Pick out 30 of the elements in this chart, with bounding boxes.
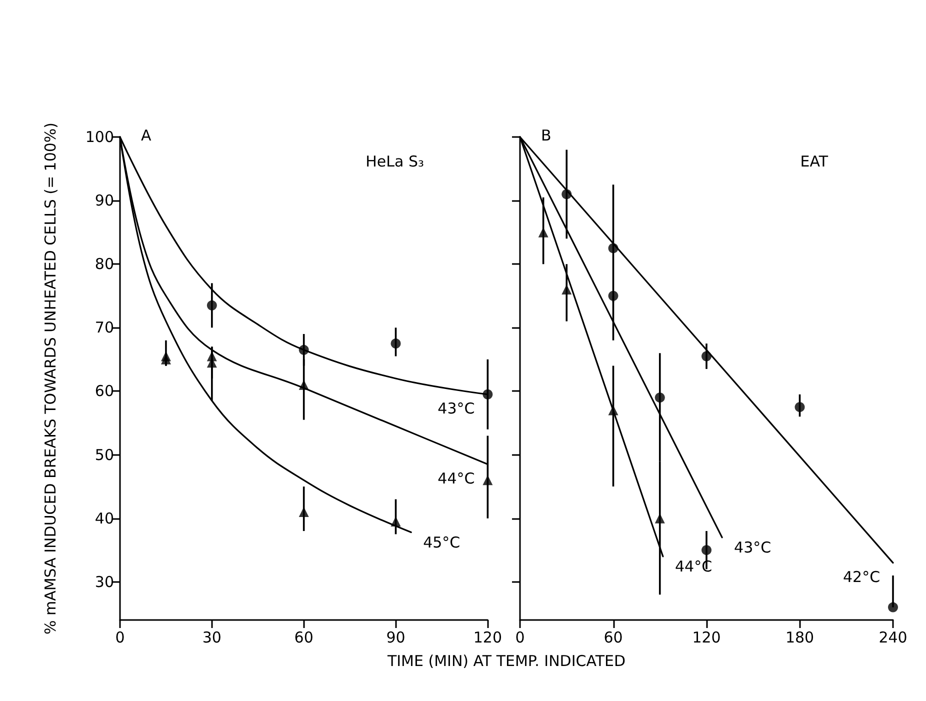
series-label: 44°C [674,557,712,576]
series-label: 45°C [423,533,460,552]
y-tick-label: 100 [85,128,114,146]
y-axis-title: % mAMSA INDUCED BREAKS TOWARDS UNHEATED CELLS (= 100%) [42,122,60,635]
x-tick-label: 180 [785,628,814,646]
y-tick-label: 60 [94,382,114,400]
x-tick-label: 120 [473,628,502,646]
x-tick-label: 0 [515,628,525,646]
x-tick-label: 120 [692,628,721,646]
x-tick-label: 60 [294,628,314,646]
chart-title: A [141,126,152,144]
x-tick-label: 240 [878,628,908,646]
y-tick-label: 80 [94,255,114,274]
chart-title: B [541,126,552,144]
x-tick-label: 0 [115,628,125,646]
series-label: 43°C [734,538,772,556]
series-label: 43°C [438,399,475,418]
x-axis-title: TIME (MIN) AT TEMP. INDICATED [386,652,627,670]
y-tick-label: 90 [94,192,114,210]
y-tick-label: 40 [94,509,114,528]
x-tick-label: 90 [386,628,406,646]
series-label: 42°C [843,568,880,586]
text: EAT [800,152,829,170]
y-tick-label: 70 [94,318,114,337]
y-tick-label: 30 [94,572,114,591]
text: HeLa S₃ [366,152,424,170]
x-tick-label: 30 [202,628,222,646]
x-tick-label: 60 [604,628,623,646]
series-label: 44°C [438,469,475,488]
y-tick-label: 50 [94,446,114,464]
